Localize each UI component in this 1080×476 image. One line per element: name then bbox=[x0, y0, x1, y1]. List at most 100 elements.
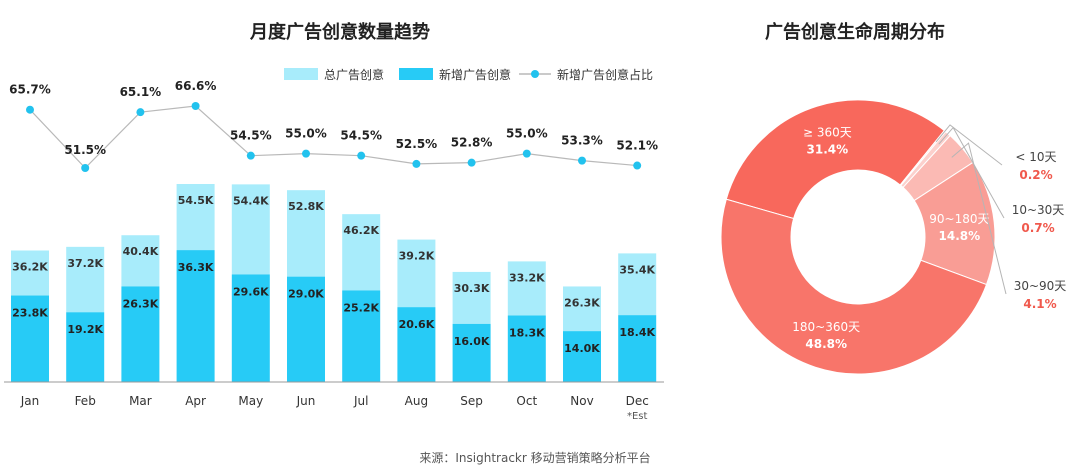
bar-total-jun bbox=[287, 190, 325, 277]
bar-total-aug bbox=[397, 239, 436, 308]
ratio-point-feb bbox=[81, 164, 90, 172]
legend-swatch-total bbox=[284, 68, 318, 80]
leader-line-1 bbox=[935, 124, 1003, 166]
ratio-point-sep bbox=[467, 158, 476, 167]
donut-chart: ≥ 360天 31.4% 90~180天 14.8% 180~360天 48.8% < 10… bbox=[720, 99, 1067, 375]
bar-total-dec bbox=[618, 253, 657, 316]
bar-new-aug bbox=[397, 307, 436, 382]
donut-label-2: 10~30天 bbox=[1012, 203, 1065, 217]
x-tick-oct: Oct bbox=[516, 394, 537, 408]
ratio-line-group: 65.7% 51.5% 65.1% 66.6% 54.5% 55.0% 54.5% 52.5%… bbox=[9, 79, 658, 172]
ratio-label-nov: 53.3% bbox=[561, 134, 603, 148]
ratio-point-jul bbox=[357, 151, 366, 160]
bar-total-label-jul: 46.2K bbox=[343, 224, 379, 237]
bar-new-jun bbox=[287, 276, 325, 382]
ratio-label-apr: 66.6% bbox=[175, 79, 217, 93]
donut-value-5: 48.8% bbox=[805, 337, 847, 351]
bar-total-apr bbox=[176, 184, 215, 251]
donut-slice-0 bbox=[725, 99, 945, 220]
bar-new-label-oct: 18.3K bbox=[509, 327, 545, 340]
bar-new-label-jul: 25.2K bbox=[343, 301, 379, 314]
bar-total-label-aug: 39.2K bbox=[399, 250, 435, 263]
bar-total-mar bbox=[121, 235, 160, 287]
legend-label-new: 新增广告创意 bbox=[439, 67, 511, 82]
bar-total-nov bbox=[563, 286, 601, 332]
bar-total-jan bbox=[11, 250, 49, 296]
donut-label-3: 30~90天 bbox=[1014, 279, 1067, 293]
bar-total-label-dec: 35.4K bbox=[619, 263, 655, 276]
bar-new-dec bbox=[618, 315, 657, 382]
ratio-label-aug: 52.5% bbox=[396, 137, 438, 151]
donut-value-4: 14.8% bbox=[939, 229, 981, 243]
bar-new-jul bbox=[342, 290, 381, 382]
x-tick-nov: Nov bbox=[570, 394, 593, 408]
ratio-label-oct: 55.0% bbox=[506, 127, 548, 141]
legend-marker-ratio bbox=[531, 70, 539, 78]
ratio-point-jun bbox=[302, 149, 310, 158]
legend: 总广告创意 新增广告创意 新增广告创意占比 bbox=[284, 67, 653, 82]
ratio-point-may bbox=[246, 151, 255, 160]
bar-new-label-nov: 14.0K bbox=[564, 342, 600, 355]
bar-new-label-may: 29.6K bbox=[233, 285, 269, 298]
legend-swatch-new bbox=[399, 68, 433, 80]
x-tick-feb: Feb bbox=[75, 394, 96, 408]
ratio-label-dec: 52.1% bbox=[616, 139, 658, 153]
bar-total-label-nov: 26.3K bbox=[564, 296, 600, 309]
bar-new-sep bbox=[452, 323, 491, 382]
leader-line-3 bbox=[951, 142, 1007, 295]
leader-line-2 bbox=[938, 126, 1005, 219]
ratio-point-dec bbox=[633, 161, 642, 170]
bar-new-apr bbox=[176, 250, 215, 382]
right-chart-title: 广告创意生命周期分布 bbox=[765, 21, 945, 43]
bar-total-feb bbox=[66, 246, 105, 313]
donut-value-0: 31.4% bbox=[807, 143, 849, 157]
bar-new-jan bbox=[11, 295, 49, 382]
donut-value-2: 0.7% bbox=[1021, 221, 1054, 235]
x-tick-dec: Dec bbox=[626, 394, 649, 408]
ratio-label-may: 54.5% bbox=[230, 129, 272, 143]
bar-new-may bbox=[231, 274, 270, 382]
ratio-label-mar: 65.1% bbox=[120, 85, 162, 99]
legend-label-ratio: 新增广告创意占比 bbox=[557, 67, 653, 82]
x-tick-jul: Jul bbox=[353, 394, 368, 408]
ratio-label-sep: 52.8% bbox=[451, 136, 493, 150]
bar-total-label-jun: 52.8K bbox=[288, 200, 324, 213]
bar-total-sep bbox=[452, 271, 491, 324]
bar-total-label-mar: 40.4K bbox=[123, 245, 159, 258]
bar-total-label-sep: 30.3K bbox=[454, 282, 490, 295]
bar-total-label-apr: 54.5K bbox=[178, 194, 214, 207]
donut-value-3: 4.1% bbox=[1023, 297, 1056, 311]
bar-total-label-oct: 33.2K bbox=[509, 271, 545, 284]
donut-label-0: ≥ 360天 bbox=[803, 126, 852, 140]
bar-new-label-aug: 20.6K bbox=[399, 318, 435, 331]
bar-new-label-apr: 36.3K bbox=[178, 261, 214, 274]
donut-label-4: 90~180天 bbox=[929, 212, 989, 226]
bar-total-oct bbox=[507, 261, 546, 316]
ratio-point-oct bbox=[522, 149, 531, 158]
ratio-point-mar bbox=[136, 108, 145, 117]
donut-value-1: 0.2% bbox=[1019, 168, 1052, 182]
ratio-label-jan: 65.7% bbox=[9, 83, 51, 97]
ratio-line bbox=[29, 105, 638, 169]
x-axis: Jan Feb Mar Apr May Jun Jul Aug Sep Oct Nov Dec *Est bbox=[4, 381, 664, 422]
x-tick-may: May bbox=[238, 394, 263, 408]
ratio-label-feb: 51.5% bbox=[64, 143, 106, 157]
x-tick-jan: Jan bbox=[20, 394, 40, 408]
bar-total-label-may: 54.4K bbox=[233, 194, 269, 207]
bar-new-label-mar: 26.3K bbox=[123, 297, 159, 310]
bar-total-label-jan: 36.2K bbox=[12, 260, 48, 273]
x-tick-jun: Jun bbox=[296, 394, 316, 408]
donut-label-1: < 10天 bbox=[1015, 150, 1056, 164]
bar-new-feb bbox=[66, 312, 105, 382]
bar-total-jul bbox=[342, 214, 381, 291]
ratio-point-aug bbox=[412, 159, 421, 168]
x-tick-sep: Sep bbox=[460, 394, 483, 408]
bar-new-oct bbox=[507, 315, 546, 382]
legend-label-total: 总广告创意 bbox=[324, 67, 384, 82]
bar-new-nov bbox=[563, 331, 601, 382]
x-tick-note-est: *Est bbox=[627, 411, 648, 422]
bar-new-label-jun: 29.0K bbox=[288, 288, 324, 301]
bar-new-label-feb: 19.2K bbox=[67, 323, 103, 336]
